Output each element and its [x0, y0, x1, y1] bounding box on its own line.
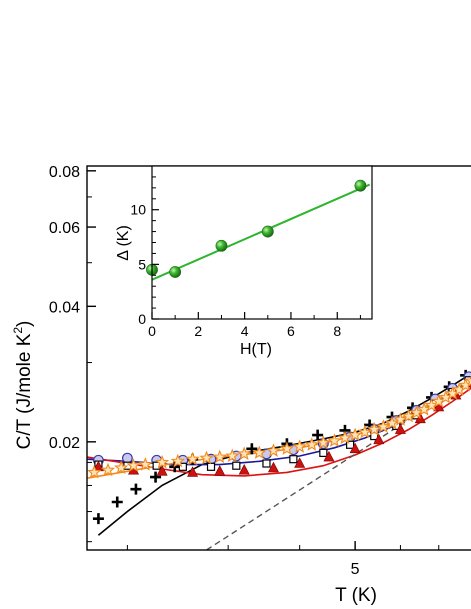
- data-points: [87, 369, 471, 525]
- inset-y-tick-label: 10: [130, 202, 146, 218]
- plus-point: [246, 443, 258, 455]
- star-open-point: [199, 450, 214, 465]
- y-tick-label: 0.02: [49, 435, 80, 452]
- square-open-point: [319, 448, 328, 457]
- inset-y-axis-label: Δ (K): [115, 225, 132, 261]
- inset-x-tick-label: 0: [148, 323, 156, 339]
- circle-open-point: [121, 452, 133, 464]
- square-open-point: [206, 462, 216, 471]
- square-open-point: [178, 462, 187, 471]
- inset-x-tick-label: 8: [333, 323, 341, 339]
- square-open-point: [232, 461, 241, 470]
- fit-lines: [87, 372, 471, 550]
- star-open-point: [347, 427, 363, 442]
- square-open-point: [262, 459, 271, 468]
- plus-point: [92, 513, 104, 525]
- triangle-point: [373, 433, 385, 445]
- plus-point: [150, 471, 162, 483]
- star-open-point: [367, 422, 382, 436]
- triangle-point: [238, 464, 250, 475]
- triangle-point: [156, 465, 168, 476]
- plus-point: [130, 483, 142, 495]
- inset-x-tick-label: 2: [194, 323, 202, 339]
- triangle-point: [323, 450, 335, 462]
- star-open-point: [376, 419, 391, 433]
- star-open-point: [279, 441, 295, 455]
- inset-y-tick-label: 0: [138, 311, 146, 327]
- star-open-point: [266, 443, 281, 457]
- star-open-point: [409, 405, 424, 419]
- y-axis-label: C/T (J/mole K2): [11, 321, 35, 450]
- inset-gap-point: [169, 266, 182, 278]
- star-open-point: [304, 437, 319, 451]
- inset-x-tick-label: 4: [241, 323, 249, 339]
- triangle-point: [267, 461, 279, 473]
- inset-gap-point: [261, 225, 274, 238]
- inset-gap-point: [354, 179, 367, 192]
- y-axis-label-close: ): [14, 321, 35, 327]
- inset-plot: 0 2 4 6 8 0 5 10 H(T) Δ (K): [115, 165, 373, 358]
- square-open-point: [345, 440, 355, 449]
- inset-x-tick-label: 6: [287, 323, 295, 339]
- star-open-point: [138, 457, 153, 471]
- star-open-point: [225, 448, 240, 463]
- star-open-point: [113, 460, 129, 475]
- y-tick-label: 0.06: [49, 220, 80, 237]
- star-open-point: [464, 375, 471, 388]
- inset-fit-line: [152, 183, 371, 281]
- star-open-point: [316, 435, 331, 449]
- triangle-point: [214, 465, 226, 476]
- fit-line-2: [87, 387, 471, 477]
- main-axis-ticks: 5 0.02 0.04 0.06 0.08: [49, 164, 440, 578]
- star-open-point: [87, 464, 102, 479]
- plus-point: [312, 429, 324, 441]
- star-open-point: [185, 451, 200, 466]
- inset-gap-point: [215, 239, 228, 252]
- star-open-point: [357, 424, 373, 439]
- star-open-point: [384, 415, 400, 430]
- inset-data-points: [146, 179, 367, 278]
- triangle-point: [294, 457, 306, 468]
- inset-x-axis-label: H(T): [240, 341, 272, 358]
- star-open-point: [393, 412, 408, 426]
- y-tick-label: 0.08: [49, 164, 80, 181]
- star-open-point: [337, 430, 353, 445]
- star-open-point: [237, 446, 252, 461]
- star-open-point: [170, 453, 185, 468]
- star-open-point: [126, 458, 141, 472]
- inset-linear-fit: [152, 183, 371, 281]
- star-open-point: [154, 454, 170, 469]
- triangle-point: [433, 400, 445, 412]
- y-axis-label-main: C/T (J/mole K: [14, 333, 35, 449]
- star-open-point: [401, 408, 416, 423]
- square-open-point: [289, 455, 298, 464]
- dashed-reference-line: [206, 378, 471, 550]
- star-open-point: [100, 462, 116, 477]
- plus-point: [111, 496, 123, 508]
- star-open-point: [292, 439, 307, 453]
- triangle-point: [394, 423, 406, 434]
- star-open-point: [252, 445, 267, 459]
- x-tick-label: 5: [351, 561, 360, 578]
- triangle-point: [187, 466, 199, 477]
- star-open-point: [212, 449, 227, 464]
- star-open-point: [327, 433, 342, 447]
- triangle-point: [349, 442, 361, 454]
- x-axis-label: T (K): [335, 585, 377, 606]
- y-axis-label-superscript: 2: [11, 327, 25, 334]
- inset-y-tick-label: 5: [138, 256, 146, 272]
- y-tick-label: 0.04: [49, 299, 80, 316]
- inset-axis-ticks: 0 2 4 6 8 0 5 10: [130, 176, 361, 339]
